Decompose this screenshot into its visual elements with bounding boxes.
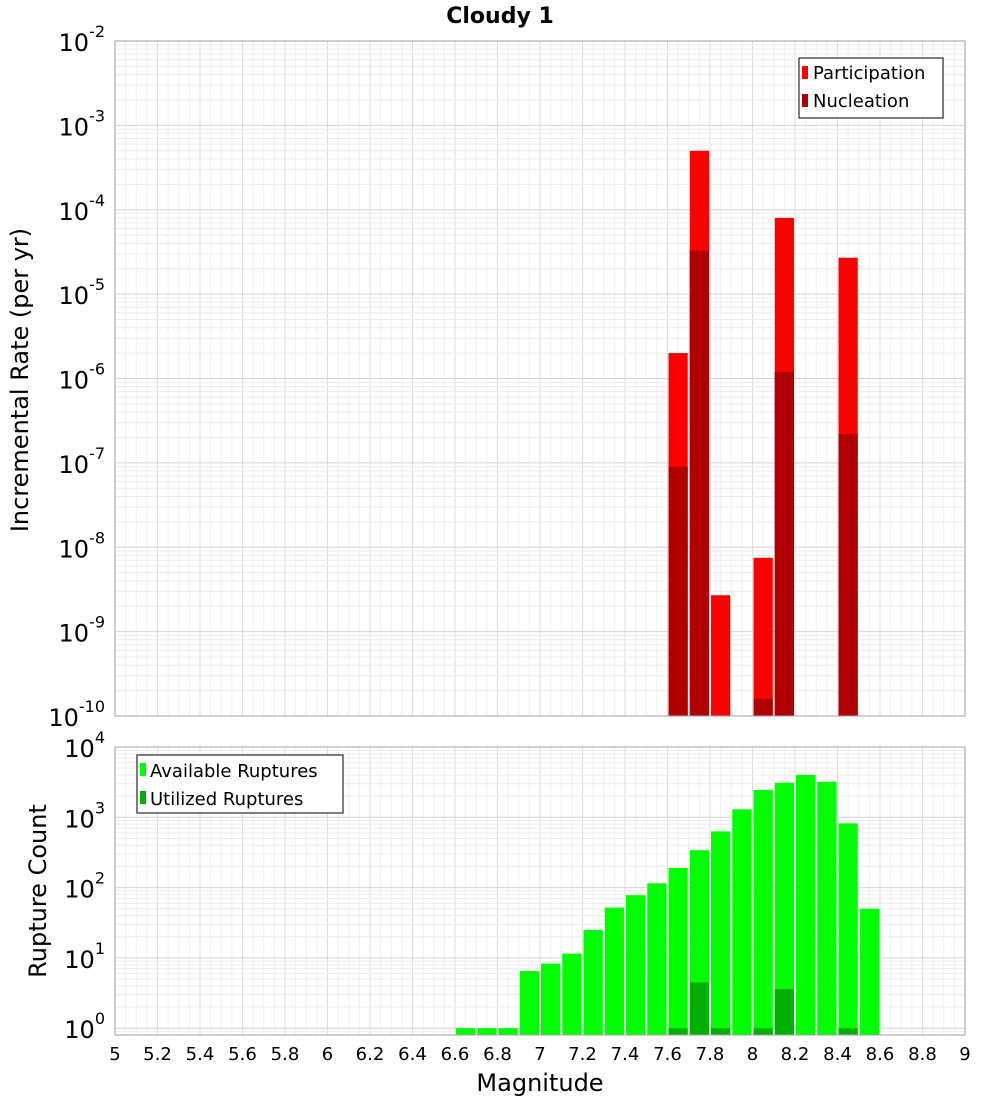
legend-swatch-available (140, 763, 146, 776)
x-tick-label: 5.4 (186, 1044, 215, 1065)
available-bar (774, 782, 794, 1035)
nucleation-bar (774, 371, 794, 716)
x-tick-label: 8.8 (908, 1044, 937, 1065)
utilized-bar (668, 1028, 688, 1035)
participation-bar (711, 595, 731, 716)
legend-label-utilized: Utilized Ruptures (150, 789, 303, 810)
available-bar (519, 971, 539, 1035)
legend-swatch-utilized (140, 791, 146, 804)
available-bars (456, 774, 879, 1035)
x-tick-label: 6 (322, 1044, 333, 1065)
available-bar (647, 883, 667, 1035)
y-tick-label: 104 (64, 728, 105, 763)
available-bar (796, 774, 816, 1035)
available-bar (583, 929, 603, 1035)
x-tick-label: 7.8 (696, 1044, 725, 1065)
legend-label-participation: Participation (813, 63, 925, 84)
x-tick-label: 6.8 (483, 1044, 512, 1065)
nucleation-bar (753, 698, 773, 716)
x-tick-label: 5 (109, 1044, 120, 1065)
legend-swatch-nucleation (802, 94, 808, 107)
y-tick-label: 10-8 (59, 528, 106, 563)
nucleation-bar (838, 433, 858, 716)
nucleation-bar (668, 466, 688, 716)
bottom-y-axis-label: Rupture Count (24, 804, 52, 978)
x-tick-label: 5.2 (143, 1044, 172, 1065)
x-tick-label: 8.4 (823, 1044, 852, 1065)
x-axis-label: Magnitude (476, 1069, 603, 1097)
y-tick-label: 103 (64, 798, 105, 833)
y-tick-label: 100 (64, 1009, 105, 1044)
y-tick-label: 10-7 (59, 444, 106, 479)
x-tick-label: 6.2 (356, 1044, 385, 1065)
legend-label-available: Available Ruptures (150, 761, 318, 782)
utilized-bar (774, 989, 794, 1035)
top-legend: Participation Nucleation (798, 57, 944, 119)
available-bar (711, 831, 731, 1035)
available-bar (668, 867, 688, 1035)
x-tick-label: 8.2 (781, 1044, 810, 1065)
available-bar (817, 781, 837, 1035)
top-gridlines (114, 40, 966, 717)
x-tick-labels: 5 5.2 5.4 5.6 5.8 6 6.2 6.4 6.6 6.8 7 7.2 7.4 7.6 7.8 8… (109, 1044, 970, 1065)
y-tick-label: 10-3 (59, 106, 106, 141)
nucleation-bar (689, 250, 709, 717)
x-tick-label: 8 (747, 1044, 758, 1065)
utilized-bars (668, 982, 858, 1035)
available-bar (753, 789, 773, 1035)
y-tick-label: 10-5 (59, 275, 106, 310)
bottom-panel: 100 101 102 103 104 5 5.2 5.4 5.6 5.8 6 6.2 6.4 6.6 6… (24, 728, 971, 1097)
available-bar (604, 907, 624, 1035)
legend-label-nucleation: Nucleation (813, 91, 909, 112)
utilized-bar (838, 1028, 858, 1035)
x-tick-label: 8.6 (866, 1044, 895, 1065)
x-tick-label: 7.2 (568, 1044, 597, 1065)
x-tick-label: 6.6 (441, 1044, 470, 1065)
y-tick-label: 10-6 (59, 360, 106, 395)
x-tick-label: 5.6 (228, 1044, 257, 1065)
available-bar (732, 809, 752, 1035)
top-panel: 10-10 10-9 10-8 10-7 10-6 10-5 10-4 10-3 10-2 In… (6, 22, 966, 732)
y-tick-label: 102 (64, 869, 105, 904)
available-bar (477, 1028, 497, 1035)
x-tick-label: 7.4 (611, 1044, 640, 1065)
participation-bar (753, 557, 773, 716)
bottom-y-tick-labels: 100 101 102 103 104 (64, 728, 105, 1044)
utilized-bar (711, 1028, 731, 1035)
y-tick-label: 10-9 (59, 613, 106, 648)
available-bar (541, 963, 561, 1035)
available-bar (456, 1028, 476, 1035)
available-bar (626, 895, 646, 1035)
top-plot-border (114, 40, 966, 717)
utilized-bar (689, 982, 709, 1035)
legend-swatch-participation (802, 66, 808, 79)
x-tick-label: 7.6 (653, 1044, 682, 1065)
y-tick-label: 10-4 (59, 191, 106, 226)
bottom-plot-border (114, 746, 966, 1036)
utilized-bar (753, 1028, 773, 1035)
x-tick-label: 9 (959, 1044, 970, 1065)
x-tick-label: 7 (534, 1044, 545, 1065)
available-bar (838, 823, 858, 1035)
y-tick-label: 101 (64, 939, 105, 974)
x-tick-label: 6.4 (398, 1044, 427, 1065)
available-bar (498, 1028, 518, 1035)
available-bar (859, 908, 879, 1035)
top-y-axis-label: Incremental Rate (per yr) (6, 228, 34, 532)
available-bar (562, 953, 582, 1035)
x-tick-label: 5.8 (271, 1044, 300, 1065)
top-y-tick-labels: 10-10 10-9 10-8 10-7 10-6 10-5 10-4 10-3 10-2 (48, 22, 105, 732)
bottom-legend: Available Ruptures Utilized Ruptures (136, 754, 344, 814)
y-tick-label: 10-2 (59, 22, 106, 57)
y-tick-label: 10-10 (48, 697, 105, 732)
chart-title: Cloudy 1 (446, 4, 554, 29)
nucleation-bars (668, 250, 858, 717)
